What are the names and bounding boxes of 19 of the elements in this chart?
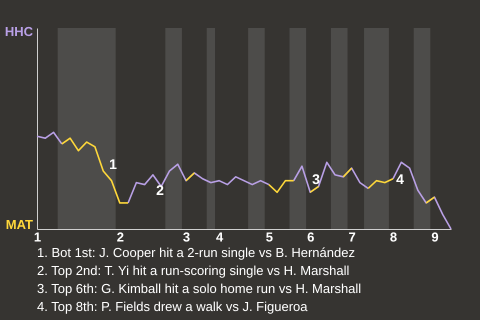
text: MAT xyxy=(6,217,34,232)
x-tick-label: 1 xyxy=(34,230,42,244)
x-tick-label: 5 xyxy=(266,230,273,244)
text: HHC xyxy=(4,24,34,39)
text: 2. Top 2nd: T. Yi hit a run-scoring single vs H. Marshall xyxy=(37,263,350,278)
x-tick-label: 2 xyxy=(116,230,124,244)
x-tick-label: 6 xyxy=(307,230,314,244)
text: 3. Top 6th: G. Kimball hit a solo home run vs H. Marshall xyxy=(37,281,362,296)
annotation: 1 xyxy=(109,156,118,172)
annotation: 3 xyxy=(312,171,320,187)
annotation: 4 xyxy=(396,171,404,187)
text: 4. Top 8th: P. Fields drew a walk vs J. Figueroa xyxy=(37,299,308,314)
x-tick-label: 9 xyxy=(431,230,439,244)
x-tick-label: 4 xyxy=(216,230,224,244)
x-tick-label: 8 xyxy=(390,230,398,244)
annotation: 2 xyxy=(156,182,164,198)
x-tick-label: 3 xyxy=(182,230,190,244)
text: 1. Bot 1st: J. Cooper hit a 2-run single vs B. Hernández xyxy=(37,245,355,260)
x-tick-label: 7 xyxy=(348,230,356,244)
